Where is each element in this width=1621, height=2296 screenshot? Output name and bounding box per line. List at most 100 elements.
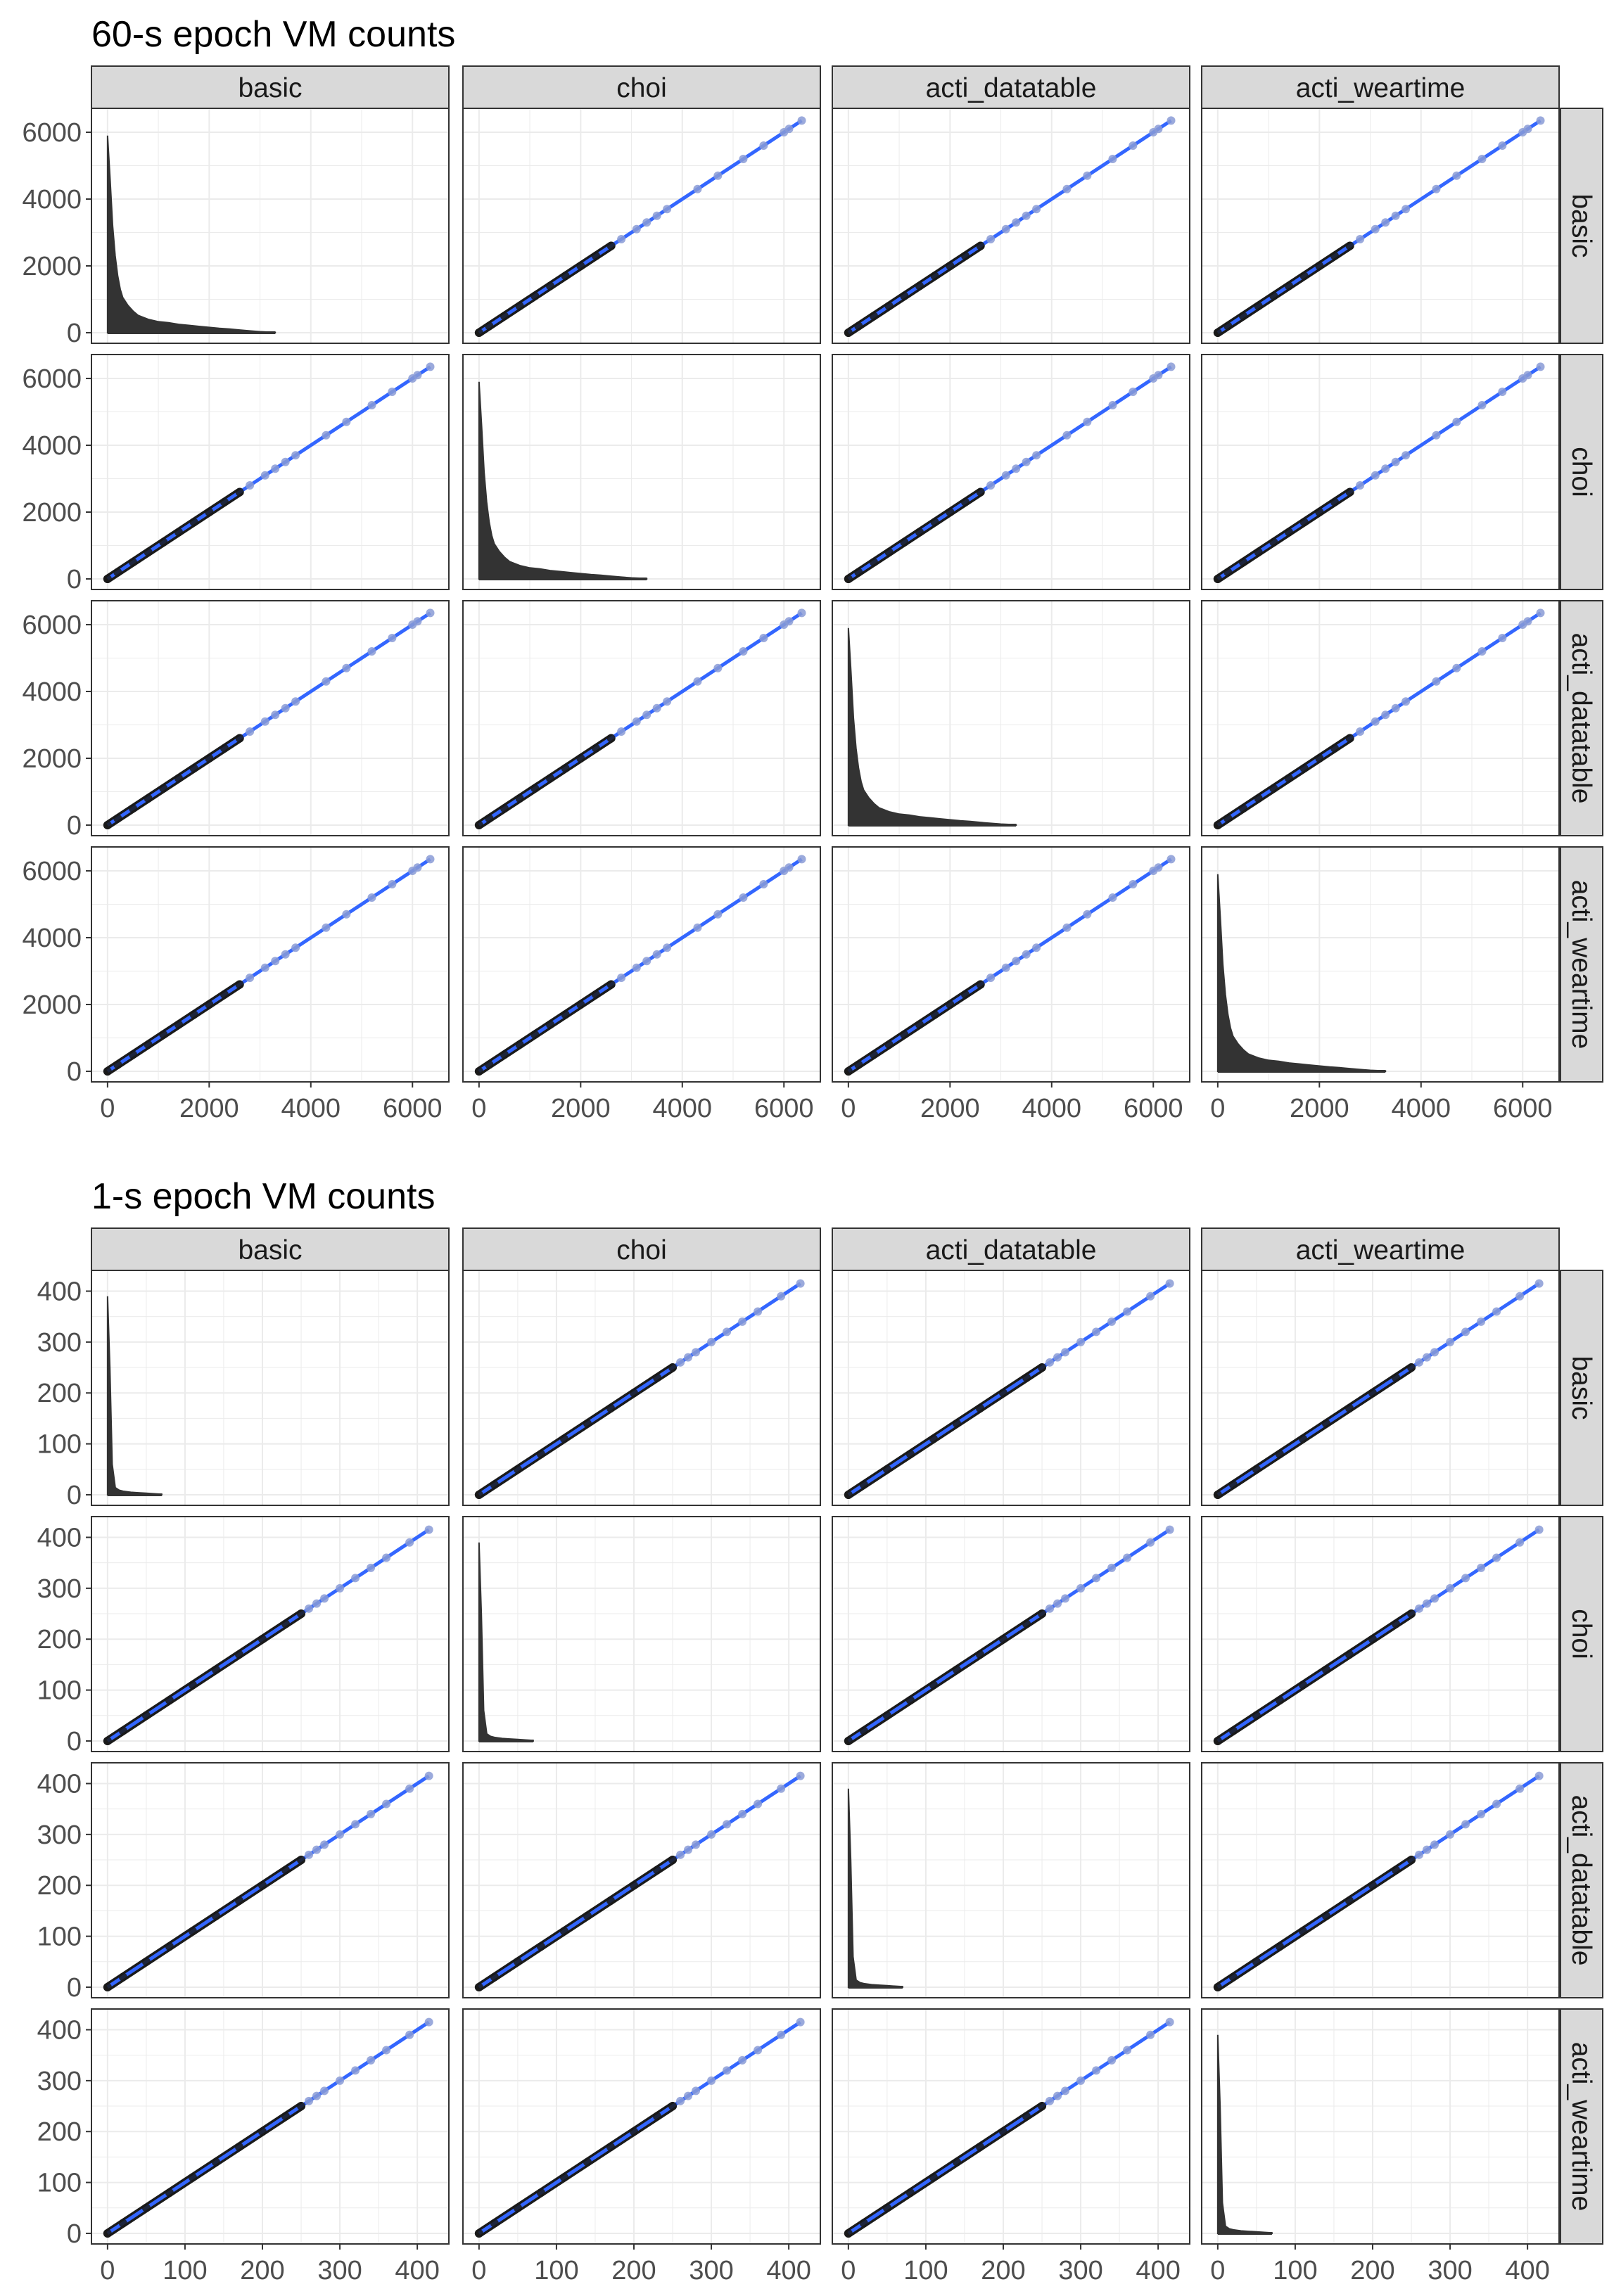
scatter-point <box>500 804 509 813</box>
scatter-point <box>723 1327 732 1337</box>
scatter-point <box>1477 1563 1486 1572</box>
scatter-point <box>281 1866 291 1875</box>
scatter-point <box>382 1799 391 1809</box>
scatter-point <box>1001 224 1010 234</box>
row-strip <box>1560 1270 1603 1506</box>
scatter-point <box>869 1050 878 1059</box>
scatter-point <box>1123 1307 1132 1316</box>
scatter-point <box>642 710 651 720</box>
scatter-point <box>1498 634 1507 643</box>
panel-border <box>832 846 1190 1083</box>
scatter-point <box>1092 2066 1101 2075</box>
y-tick-label: 0 <box>67 319 82 348</box>
scatter-point <box>1092 1574 1101 1583</box>
scatter-point <box>1430 1840 1439 1849</box>
scatter-point <box>1321 1419 1330 1428</box>
scatter-point <box>915 281 924 291</box>
scatter-point <box>128 804 137 813</box>
scatter-point <box>103 820 112 829</box>
panel-acti_weartime-vs-acti_datatable <box>832 2008 1190 2245</box>
scatter-point <box>234 1650 243 1659</box>
scatter-point <box>188 1680 197 1690</box>
scatter-point <box>1298 1680 1307 1690</box>
scatter-point <box>559 1434 568 1443</box>
column-strip-label: basic <box>238 73 302 103</box>
scatter-point <box>291 451 300 460</box>
panel-border <box>832 1516 1190 1752</box>
fit-line <box>106 2020 431 2236</box>
scatter-point <box>629 2127 638 2136</box>
row-strip-label: basic <box>1566 1356 1596 1420</box>
x-tick-label: 400 <box>1136 2256 1180 2285</box>
scatter-point <box>1032 205 1041 214</box>
scatter-point <box>1223 814 1233 823</box>
scatter-point <box>1536 608 1545 618</box>
scatter-point <box>606 1896 615 1905</box>
fit-line <box>478 1282 802 1497</box>
scatter-point <box>844 574 853 583</box>
scatter-point <box>1430 1348 1439 1357</box>
scatter-point <box>929 1434 938 1443</box>
scatter-point <box>174 528 183 537</box>
scatter-point <box>322 923 331 932</box>
histogram-area <box>1216 874 1387 1072</box>
scatter-point <box>474 2228 483 2238</box>
x-tick-label: 2000 <box>1290 1094 1349 1123</box>
panel-choi-vs-acti_weartime <box>1201 354 1560 590</box>
scatter-point <box>342 910 351 919</box>
scatter-point <box>869 558 878 567</box>
y-tick-label: 2000 <box>22 498 82 528</box>
panel-border <box>1201 1516 1560 1752</box>
scatter-point <box>796 2017 805 2027</box>
scatter-point <box>1315 261 1324 270</box>
column-strip <box>832 65 1190 109</box>
scatter-point <box>1381 464 1390 473</box>
scatter-point <box>189 764 198 773</box>
scatter-point <box>1254 793 1263 803</box>
x-tick-label: 4000 <box>1022 1094 1082 1123</box>
scatter-point <box>1401 697 1411 706</box>
scatter-point <box>530 784 540 793</box>
scatter-point <box>1461 1820 1470 1829</box>
scatter-point <box>1498 141 1507 151</box>
scatter-point <box>1446 1583 1455 1593</box>
scatter-point <box>707 1830 716 1839</box>
row-strip-label: basic <box>1566 193 1596 257</box>
panel-border <box>832 2008 1190 2245</box>
scatter-point <box>1330 744 1339 753</box>
scatter-point <box>220 497 229 506</box>
scatter-point <box>1284 528 1293 537</box>
scatter-point <box>884 547 894 556</box>
scatter-point <box>629 1389 638 1398</box>
x-tick-label: 4000 <box>1392 1094 1451 1123</box>
panel-border <box>462 2008 821 2245</box>
scatter-point <box>1252 1957 1261 1966</box>
panel-border <box>91 108 450 344</box>
scatter-point <box>869 312 878 321</box>
x-tick-label: 0 <box>1210 1094 1225 1123</box>
scatter-point <box>1269 784 1278 793</box>
scatter-point <box>884 1040 894 1049</box>
scatter-point <box>692 2086 701 2096</box>
scatter-point <box>723 2066 732 2075</box>
fit-line <box>1216 1528 1541 1743</box>
scatter-point <box>1228 1972 1238 1982</box>
scatter-point <box>583 1419 592 1428</box>
scatter-point <box>1165 2017 1174 2027</box>
scatter-point <box>1275 1942 1284 1951</box>
y-tick-label: 0 <box>67 811 82 841</box>
scatter-point <box>367 647 376 656</box>
scatter-point <box>1452 417 1461 426</box>
scatter-point <box>1321 1911 1330 1920</box>
scatter-point <box>144 547 153 556</box>
x-tick-label: 2000 <box>551 1094 611 1123</box>
scatter-point <box>1167 362 1176 371</box>
scatter-point <box>1076 2076 1086 2085</box>
scatter-point <box>312 2091 322 2100</box>
scatter-point <box>1299 272 1309 281</box>
x-tick-label: 200 <box>611 2256 656 2285</box>
scatter-point <box>118 1726 127 1735</box>
scatter-point <box>188 2173 197 2182</box>
scatter-point <box>1461 1574 1470 1583</box>
scatter-point <box>1391 703 1400 713</box>
